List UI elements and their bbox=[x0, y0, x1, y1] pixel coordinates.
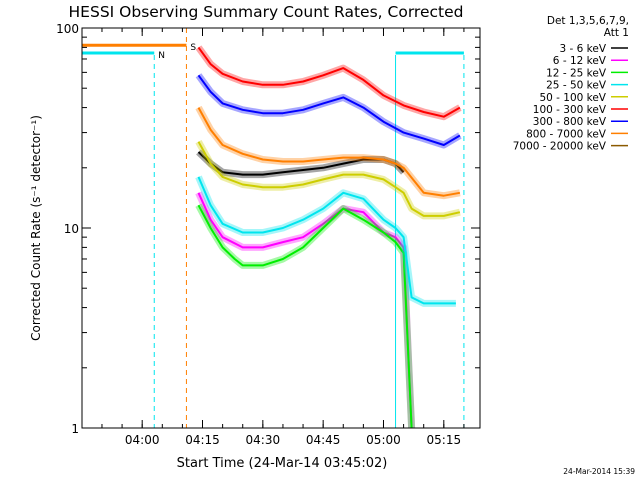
legend-label-7: 800 - 7000 keV bbox=[526, 128, 607, 140]
flag-label-s: S bbox=[190, 43, 196, 53]
series-band-3 bbox=[195, 175, 456, 307]
series-line-4 bbox=[197, 141, 461, 217]
y-tick-label-0: 1 bbox=[71, 422, 79, 436]
y-tick-label-1: 10 bbox=[64, 222, 79, 236]
series-line-1 bbox=[197, 192, 413, 429]
series-line-2 bbox=[197, 204, 413, 429]
y-tick-labels: 1 10 100 bbox=[56, 22, 79, 436]
axis-ticks bbox=[82, 27, 480, 429]
legend-label-6: 300 - 800 keV bbox=[533, 116, 607, 128]
x-tick-label-2: 04:30 bbox=[246, 433, 281, 447]
x-tick-label-5: 05:15 bbox=[427, 433, 462, 447]
legend-label-8: 7000 - 20000 keV bbox=[513, 141, 607, 153]
legend-label-3: 25 - 50 keV bbox=[546, 80, 607, 92]
x-axis-label: Start Time (24-Mar-14 03:45:02) bbox=[177, 456, 388, 471]
legend-header-line-2: Att 1 bbox=[604, 27, 629, 39]
chart-title: HESSI Observing Summary Count Rates, Cor… bbox=[69, 3, 464, 21]
series-line-7 bbox=[197, 107, 461, 197]
series-line-6 bbox=[197, 74, 461, 146]
legend-label-4: 50 - 100 keV bbox=[539, 92, 606, 104]
series-line-3 bbox=[197, 176, 456, 305]
series-line-5 bbox=[197, 46, 461, 118]
x-tick-labels: 04:00 04:15 04:30 04:45 05:00 05:15 bbox=[125, 433, 461, 447]
legend-header-line-1: Det 1,3,5,6,7,9, bbox=[547, 15, 629, 27]
timestamp: 24-Mar-2014 15:39 bbox=[563, 467, 635, 476]
plot-area: NS bbox=[82, 28, 465, 429]
legend-label-1: 6 - 12 keV bbox=[553, 55, 607, 67]
legend-label-2: 12 - 25 keV bbox=[546, 67, 607, 79]
x-tick-label-1: 04:15 bbox=[185, 433, 220, 447]
x-tick-label-4: 05:00 bbox=[366, 433, 401, 447]
x-tick-label-3: 04:45 bbox=[306, 433, 341, 447]
y-axis-label: Corrected Count Rate (s⁻¹ detector⁻¹) bbox=[29, 115, 43, 341]
x-tick-label-0: 04:00 bbox=[125, 433, 160, 447]
y-tick-label-2: 100 bbox=[56, 22, 79, 36]
legend-label-0: 3 - 6 keV bbox=[559, 43, 606, 55]
legend-label-5: 100 - 300 keV bbox=[533, 104, 607, 116]
flag-label-n: N bbox=[158, 51, 165, 61]
